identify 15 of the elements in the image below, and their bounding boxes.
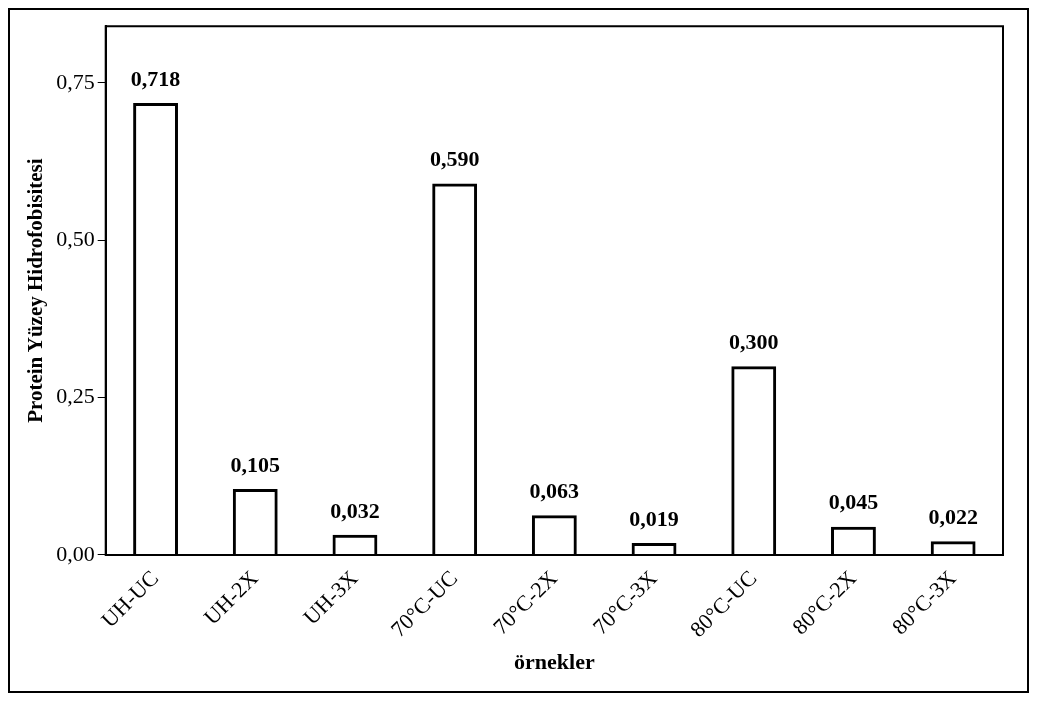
- y-axis-title: Protein Yüzey Hidrofobisitesi: [23, 158, 48, 423]
- y-tick-label: 0,25: [56, 383, 95, 409]
- data-label: 0,022: [928, 503, 978, 529]
- data-label: 0,063: [529, 478, 580, 504]
- data-label: 0,718: [130, 65, 181, 91]
- y-tick-label: 0,00: [56, 540, 95, 566]
- x-axis-title: örnekler: [514, 649, 595, 675]
- y-tick-label: 0,50: [56, 226, 95, 252]
- data-label: 0,590: [429, 146, 480, 172]
- data-label: 0,300: [729, 328, 779, 354]
- y-tick-label: 0,75: [56, 68, 95, 94]
- data-label: 0,019: [629, 505, 679, 531]
- data-label: 0,105: [230, 451, 280, 477]
- data-label: 0,032: [330, 497, 380, 523]
- data-label: 0,045: [828, 489, 879, 515]
